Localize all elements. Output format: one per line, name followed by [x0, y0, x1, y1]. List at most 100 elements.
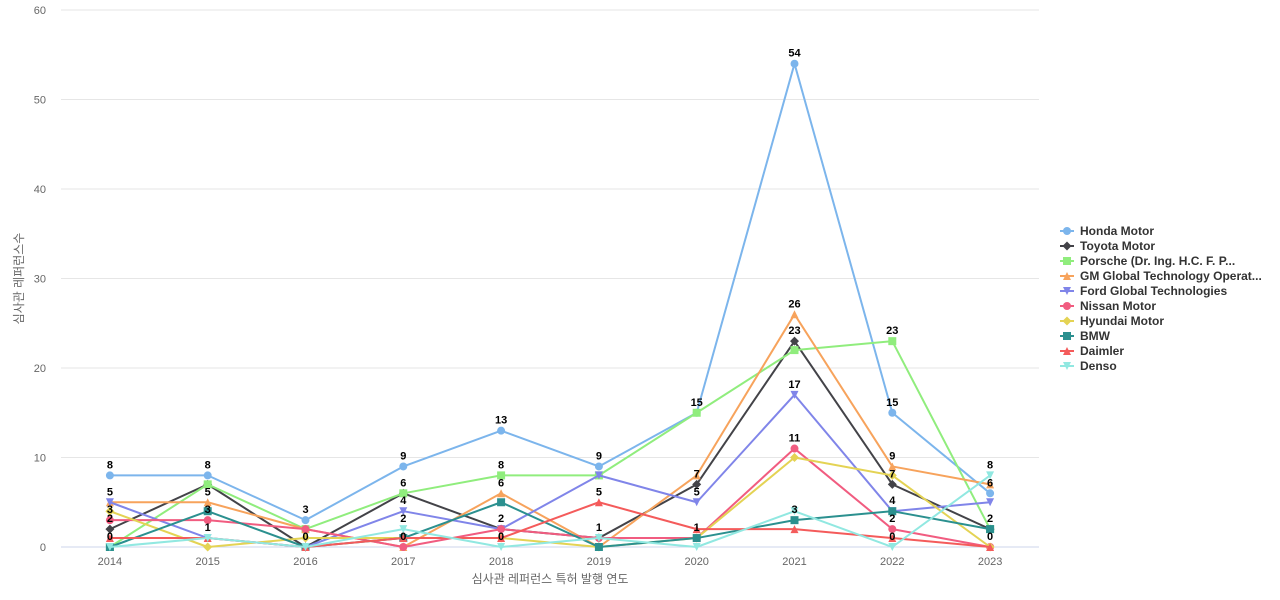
data-point[interactable] — [888, 408, 897, 417]
data-point[interactable] — [888, 543, 897, 551]
data-point[interactable] — [301, 543, 310, 551]
legend-marker[interactable] — [1063, 347, 1071, 355]
data-point[interactable] — [203, 507, 212, 516]
data-point[interactable] — [497, 525, 506, 534]
data-point[interactable] — [497, 543, 506, 551]
data-point[interactable] — [887, 470, 897, 480]
series-line[interactable] — [109, 501, 991, 548]
data-point[interactable] — [399, 534, 408, 543]
data-point[interactable] — [888, 525, 897, 534]
legend-item-bmw[interactable]: BMW — [1060, 329, 1111, 343]
data-point[interactable] — [105, 543, 114, 551]
data-point[interactable] — [497, 498, 506, 507]
legend-item-denso[interactable]: Denso — [1060, 359, 1117, 373]
legend-marker[interactable] — [1063, 332, 1071, 340]
data-point[interactable] — [399, 462, 408, 471]
data-point[interactable] — [790, 444, 799, 453]
data-point[interactable] — [203, 480, 212, 489]
legend-item-nissan-motor[interactable]: Nissan Motor — [1060, 299, 1156, 313]
data-point[interactable] — [105, 471, 114, 480]
data-point[interactable] — [986, 498, 995, 507]
legend-marker[interactable] — [1063, 287, 1071, 295]
legend-label: Honda Motor — [1080, 224, 1154, 238]
data-label: 7 — [889, 468, 895, 480]
data-point[interactable] — [790, 516, 799, 525]
data-point[interactable] — [790, 390, 799, 399]
legend-item-ford-global-technologies[interactable]: Ford Global Technologies — [1060, 284, 1227, 298]
data-point[interactable] — [594, 471, 603, 480]
data-point[interactable] — [790, 453, 799, 462]
data-point[interactable] — [887, 479, 897, 489]
data-point[interactable] — [790, 336, 799, 346]
data-point[interactable] — [105, 516, 114, 525]
data-point[interactable] — [203, 516, 212, 525]
data-point[interactable] — [203, 534, 212, 543]
legend-marker[interactable] — [1063, 272, 1071, 280]
data-point[interactable] — [105, 524, 115, 534]
legend-item-porsche-dr-ing-h-c-f-p[interactable]: Porsche (Dr. Ing. H.C. F. P... — [1060, 254, 1235, 268]
legend-marker[interactable] — [1062, 241, 1072, 251]
data-point[interactable] — [692, 534, 701, 543]
series-line[interactable] — [109, 62, 991, 522]
data-point[interactable] — [203, 471, 212, 480]
data-point[interactable] — [594, 462, 603, 471]
data-point[interactable] — [105, 534, 114, 543]
grid-layer — [61, 9, 1039, 548]
data-point[interactable] — [986, 525, 995, 534]
data-point[interactable] — [692, 525, 701, 534]
legend-marker[interactable] — [1063, 227, 1071, 235]
data-point[interactable] — [790, 59, 799, 68]
data-point[interactable] — [888, 337, 897, 346]
data-point[interactable] — [105, 506, 115, 516]
series-line[interactable] — [109, 474, 991, 548]
series-line[interactable] — [109, 313, 991, 548]
data-point[interactable] — [203, 542, 213, 552]
data-point[interactable] — [399, 507, 408, 516]
data-point[interactable] — [692, 479, 702, 489]
data-point[interactable] — [594, 534, 603, 543]
series-line[interactable] — [109, 340, 991, 548]
legend-marker[interactable] — [1063, 362, 1071, 370]
data-point[interactable] — [497, 534, 506, 543]
data-point[interactable] — [692, 498, 701, 507]
legend-item-toyota-motor[interactable]: Toyota Motor — [1060, 239, 1155, 253]
data-point[interactable] — [399, 543, 408, 551]
legend-item-daimler[interactable]: Daimler — [1060, 344, 1124, 358]
data-point[interactable] — [888, 534, 897, 543]
legend-marker[interactable] — [1063, 302, 1071, 310]
data-point[interactable] — [790, 310, 799, 319]
data-point[interactable] — [888, 507, 897, 516]
data-point[interactable] — [692, 408, 701, 417]
data-point[interactable] — [594, 543, 603, 551]
data-point[interactable] — [888, 462, 897, 471]
legend-marker[interactable] — [1063, 257, 1071, 265]
legend-item-honda-motor[interactable]: Honda Motor — [1060, 224, 1154, 238]
data-point[interactable] — [790, 525, 799, 534]
series-line[interactable] — [109, 340, 991, 548]
data-point[interactable] — [399, 489, 408, 498]
data-point[interactable] — [692, 471, 701, 480]
data-point[interactable] — [203, 498, 212, 507]
data-point[interactable] — [301, 533, 310, 543]
data-point[interactable] — [497, 471, 506, 480]
legend-item-hyundai-motor[interactable]: Hyundai Motor — [1060, 314, 1164, 328]
data-point[interactable] — [692, 543, 701, 551]
series-line[interactable] — [109, 447, 991, 548]
data-point[interactable] — [301, 525, 310, 534]
data-point[interactable] — [986, 480, 995, 489]
legend-item-gm-global-technology-operat[interactable]: GM Global Technology Operat... — [1060, 269, 1262, 283]
data-point[interactable] — [301, 516, 310, 525]
data-point[interactable] — [399, 525, 408, 534]
data-point[interactable] — [497, 489, 506, 498]
data-point[interactable] — [986, 489, 995, 498]
data-point[interactable] — [105, 498, 114, 507]
data-point[interactable] — [790, 507, 799, 516]
data-label: 8 — [107, 459, 113, 471]
data-point[interactable] — [986, 543, 995, 551]
data-point[interactable] — [790, 346, 799, 355]
legend-marker[interactable] — [1062, 316, 1072, 326]
data-point[interactable] — [986, 471, 995, 480]
data-point[interactable] — [594, 498, 603, 507]
data-point[interactable] — [497, 426, 506, 435]
